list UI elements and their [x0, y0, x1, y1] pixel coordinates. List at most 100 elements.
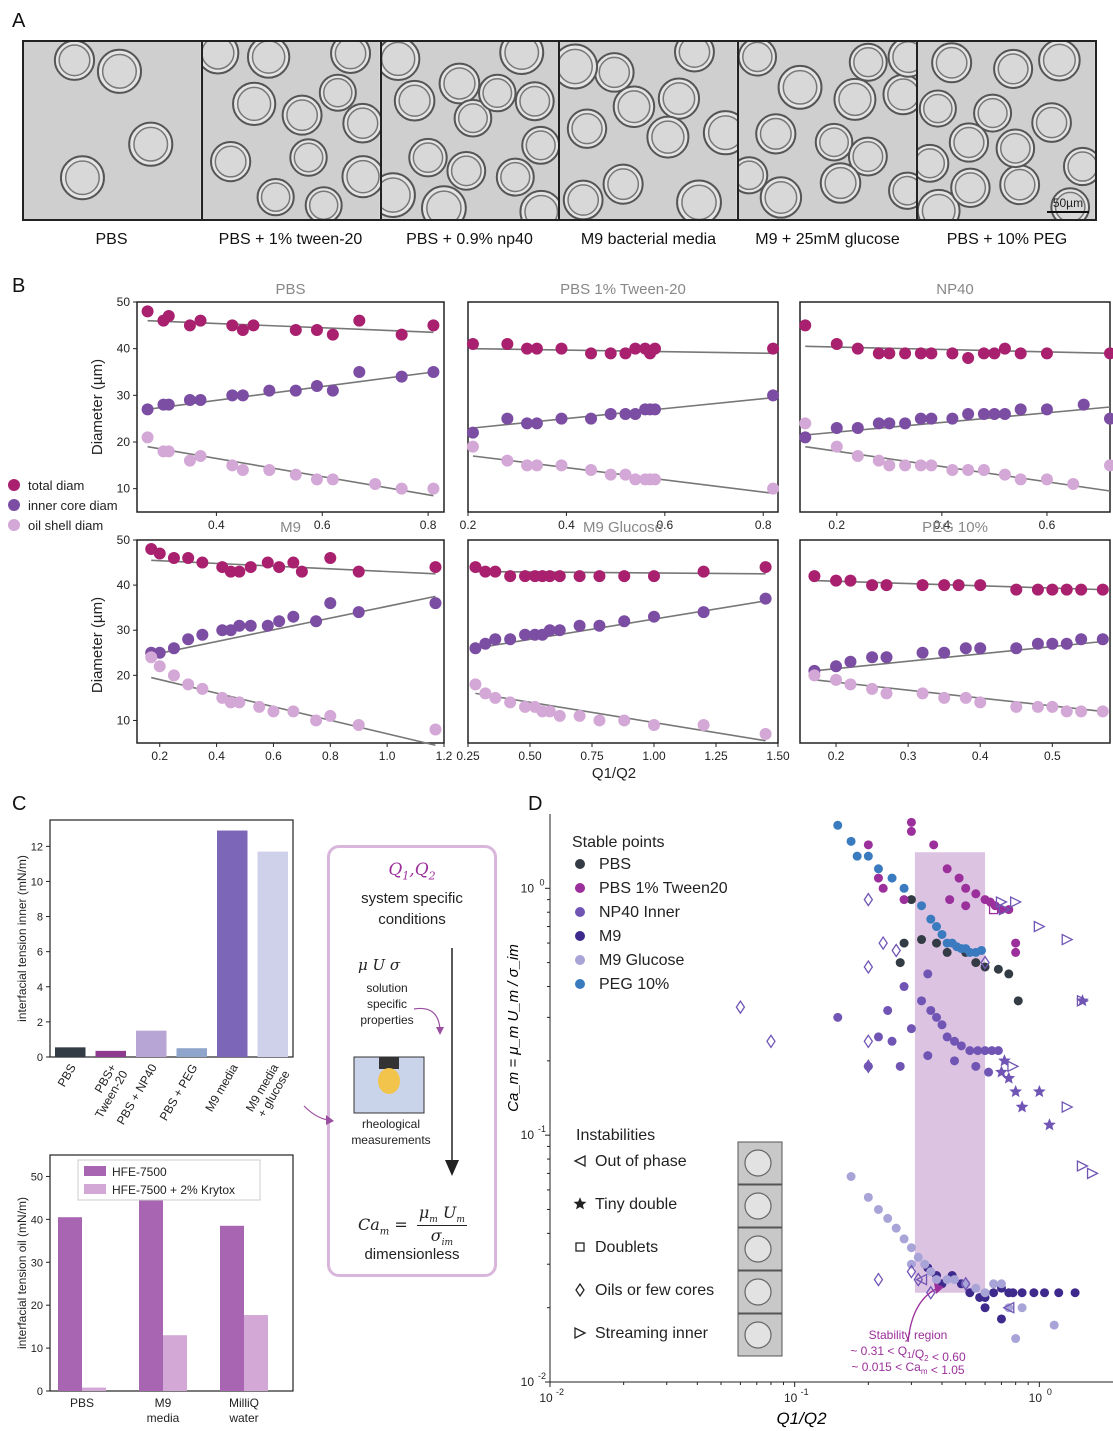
- y-axis-label: Ca_m = μ_m U_m / σ_im: [505, 944, 522, 1112]
- data-point: [1011, 938, 1021, 948]
- data-point: [906, 1024, 916, 1034]
- instability-marker: [995, 895, 1008, 909]
- droplet: [882, 73, 917, 116]
- point-total: [479, 565, 492, 578]
- point-total: [1075, 583, 1088, 596]
- point-total: [194, 314, 207, 327]
- droplet: [888, 171, 917, 210]
- point-shell: [1040, 473, 1053, 486]
- point-shell: [618, 714, 631, 727]
- point-shell: [759, 727, 772, 740]
- instability-marker: [863, 1059, 874, 1074]
- chart-title: PBS: [275, 281, 305, 298]
- point-shell: [427, 482, 440, 495]
- legend-marker: [8, 479, 20, 491]
- data-point: [863, 840, 873, 850]
- instability-marker: [863, 892, 874, 907]
- bar: [139, 1197, 163, 1391]
- point-shell: [429, 723, 442, 736]
- point-shell: [767, 482, 780, 495]
- data-point: [961, 1279, 971, 1289]
- legend-marker: [575, 907, 585, 917]
- instability-marker: [1007, 1060, 1020, 1073]
- curved-arrow-icon: [413, 1007, 444, 1035]
- point-inner: [466, 426, 479, 439]
- data-point: [971, 1061, 981, 1071]
- plot-frame: [136, 301, 445, 513]
- droplet: [646, 115, 690, 159]
- point-total: [353, 314, 366, 327]
- y-tick-label: 10: [31, 1343, 43, 1355]
- instability-marker: [573, 1197, 587, 1210]
- fit-line-shell: [814, 679, 1103, 713]
- micrograph-peg: 50µm: [918, 42, 1095, 219]
- point-shell: [962, 464, 975, 476]
- droplet: [342, 102, 380, 144]
- chart-title: PBS 1% Tween-20: [560, 281, 686, 298]
- instability-marker: [913, 1272, 924, 1287]
- point-shell: [289, 468, 302, 481]
- instability-legend-title: Instabilities: [576, 1127, 655, 1144]
- x-tick-label: 10: [1029, 1391, 1043, 1405]
- droplet: [381, 172, 416, 218]
- panel-letter-b: B: [12, 275, 26, 297]
- data-point: [895, 958, 905, 968]
- droplet: [887, 42, 917, 78]
- point-inner: [1077, 398, 1090, 411]
- instability-Streaming inner: [995, 895, 1100, 1180]
- data-point: [973, 1046, 983, 1056]
- x-tick-exponent: 0: [1047, 1387, 1052, 1397]
- data-point: [917, 996, 927, 1006]
- legend-label: Streaming inner: [595, 1325, 709, 1342]
- point-inner: [767, 389, 780, 402]
- point-shell: [648, 473, 661, 486]
- droplet: [658, 77, 701, 120]
- point-inner: [959, 642, 972, 655]
- point-inner: [585, 412, 598, 425]
- point-total: [974, 579, 987, 592]
- diameter-chart-6: PEG 10% 0.2 0.3 0.4 0.5: [799, 519, 1111, 763]
- point-inner: [233, 619, 246, 632]
- droplet: [676, 179, 723, 219]
- point-total: [395, 328, 408, 341]
- point-total: [530, 342, 543, 355]
- point-inner: [1075, 633, 1088, 646]
- data-point: [987, 1046, 997, 1056]
- droplet: [1038, 42, 1081, 82]
- point-total: [629, 342, 642, 355]
- droplet: [777, 64, 823, 110]
- data-point: [980, 1046, 990, 1056]
- data-point: [989, 1279, 999, 1289]
- point-shell: [543, 705, 556, 718]
- point-total: [141, 305, 154, 318]
- point-inner: [1010, 642, 1023, 655]
- point-total: [1096, 583, 1109, 596]
- data-point: [961, 901, 971, 911]
- diameter-chart-2: PBS 1% Tween-20 0.2 0.4 0.6 0.8: [460, 281, 780, 532]
- x-tick-label: 0.75: [580, 749, 604, 763]
- point-inner: [759, 592, 772, 605]
- data-point: [887, 873, 897, 883]
- bar: [217, 830, 248, 1057]
- x-tick-label: 0.4: [972, 749, 989, 763]
- point-total: [489, 565, 502, 578]
- instability-Out of phase: [915, 1273, 1015, 1314]
- system-conditions-text: system specific conditions: [361, 890, 463, 928]
- q1-q2-label: Q1,Q2: [388, 860, 436, 883]
- point-shell: [501, 454, 514, 467]
- legend-marker: [575, 931, 585, 941]
- point-total: [767, 342, 780, 355]
- point-shell: [369, 478, 382, 490]
- instability-thumbnail: [737, 1270, 783, 1314]
- point-shell: [162, 445, 175, 458]
- point-shell: [182, 678, 195, 691]
- instability-marker: [573, 1154, 586, 1168]
- legend-label: total diam: [28, 478, 84, 493]
- data-point: [961, 883, 971, 893]
- point-total: [1060, 583, 1073, 596]
- droplet: [514, 81, 555, 122]
- point-total: [310, 324, 323, 336]
- data-point: [971, 1283, 981, 1293]
- data-point: [949, 1275, 959, 1285]
- data-point: [899, 883, 909, 893]
